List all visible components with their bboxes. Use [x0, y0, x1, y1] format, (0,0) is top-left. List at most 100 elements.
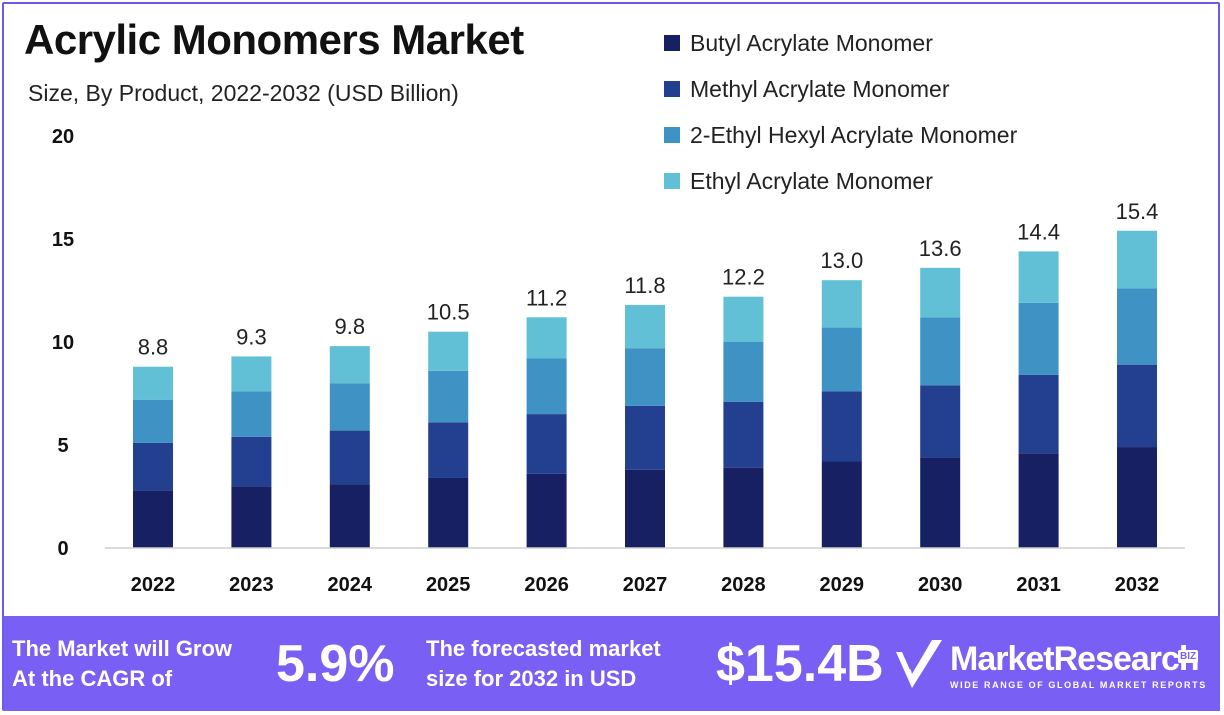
- x-tick-label-2030: 2030: [918, 574, 963, 596]
- total-label-2022: 8.8: [138, 335, 169, 360]
- bar-segment-2024-2: [329, 383, 370, 431]
- x-tick-label-2025: 2025: [426, 574, 471, 596]
- legend-swatch-methyl: [664, 81, 680, 97]
- bar-segment-2023-1: [231, 436, 272, 487]
- bar-segment-2032-1: [1117, 364, 1157, 448]
- bar-segment-2032-0: [1117, 447, 1157, 548]
- x-tick-label-2023: 2023: [229, 574, 274, 596]
- bar-segment-2031-2: [1018, 302, 1059, 375]
- bar-segment-2025-3: [428, 331, 469, 371]
- brand-tagline: WIDE RANGE OF GLOBAL MARKET REPORTS: [950, 680, 1207, 690]
- bar-chart: 0 5 10 15 20 8.8 9.3 9.8 10.5 11.2 11.8 12.2 13.0 13…: [52, 126, 1185, 596]
- y-tick-label: 15: [52, 229, 74, 251]
- bar-segment-2031-0: [1018, 453, 1059, 548]
- legend-item-ethyl: Ethyl Acrylate Monomer: [664, 158, 1114, 204]
- bar-segment-2024-1: [329, 430, 370, 485]
- bar-segment-2025-2: [428, 370, 469, 423]
- bar-segment-2029-0: [821, 461, 862, 548]
- legend-label-methyl: Methyl Acrylate Monomer: [690, 75, 950, 102]
- bar-segment-2024-0: [329, 484, 370, 548]
- bar-segment-2025-1: [428, 422, 469, 478]
- bar-segment-2026-2: [526, 358, 567, 415]
- legend-item-2-ethyl-hexyl: 2-Ethyl Hexyl Acrylate Monomer: [664, 112, 1114, 158]
- x-tick-label-2022: 2022: [131, 574, 176, 596]
- bar-segment-2029-1: [821, 391, 862, 462]
- bar-segment-2023-2: [231, 391, 272, 437]
- x-tick-label-2024: 2024: [328, 574, 373, 596]
- x-axis: 2022 2023 2024 2025 2026 2027 2028 2029 2030 2031…: [131, 574, 1160, 596]
- y-tick-label: 20: [52, 126, 74, 148]
- total-label-2027: 11.8: [624, 273, 665, 298]
- brand-suffix: BIZ: [1178, 650, 1199, 663]
- total-label-2023: 9.3: [236, 324, 267, 349]
- legend-item-methyl: Methyl Acrylate Monomer: [664, 66, 1114, 112]
- bar-segment-2028-1: [723, 401, 764, 468]
- brand-name: MarketResearch: [950, 640, 1200, 678]
- x-tick-label-2027: 2027: [623, 574, 668, 596]
- cagr-text-line2: At the CAGR of: [12, 666, 173, 691]
- chart-title: Acrylic Monomers Market: [24, 16, 524, 63]
- total-label-2028: 12.2: [722, 265, 765, 290]
- bar-segment-2029-3: [821, 280, 862, 328]
- total-label-2030: 13.6: [919, 236, 962, 261]
- bar-segment-2025-0: [428, 477, 469, 548]
- forecast-value: $15.4B: [716, 635, 884, 693]
- chart-legend: Butyl Acrylate Monomer Methyl Acrylate M…: [664, 20, 1114, 204]
- bar-segment-2027-2: [625, 348, 665, 406]
- bar-segment-2023-0: [231, 486, 272, 548]
- legend-swatch-2-ethyl-hexyl: [664, 127, 680, 143]
- legend-label-butyl: Butyl Acrylate Monomer: [690, 29, 933, 56]
- x-tick-label-2031: 2031: [1016, 574, 1061, 596]
- total-label-2026: 11.2: [526, 285, 567, 310]
- bar-segment-2032-3: [1117, 230, 1157, 289]
- bar-segment-2028-3: [723, 296, 764, 342]
- legend-item-butyl: Butyl Acrylate Monomer: [664, 20, 1114, 66]
- bar-segment-2022-0: [133, 490, 173, 548]
- bar-segment-2022-2: [133, 399, 173, 443]
- total-label-2032: 15.4: [1116, 199, 1159, 224]
- legend-swatch-butyl: [664, 35, 680, 51]
- total-labels: 8.8 9.3 9.8 10.5 11.2 11.8 12.2 13.0 13.6 14.4 15.…: [138, 199, 1159, 360]
- forecast-text-line2: size for 2032 in USD: [426, 666, 637, 691]
- bar-segment-2031-1: [1018, 374, 1059, 454]
- legend-label-2-ethyl-hexyl: 2-Ethyl Hexyl Acrylate Monomer: [690, 121, 1018, 148]
- bar-segment-2022-1: [133, 442, 173, 491]
- y-tick-label: 0: [57, 538, 68, 560]
- bar-segment-2028-2: [723, 342, 764, 402]
- total-label-2024: 9.8: [335, 314, 366, 339]
- footer-banner: The Market will Grow At the CAGR of 5.9%…: [4, 616, 1220, 711]
- checkmark-logo-icon: [896, 640, 942, 688]
- forecast-text-line1: The forecasted market: [426, 636, 661, 661]
- bar-segment-2031-3: [1018, 251, 1059, 303]
- x-tick-label-2032: 2032: [1115, 574, 1160, 596]
- y-tick-label: 5: [57, 435, 68, 457]
- total-label-2029: 13.0: [820, 248, 863, 273]
- x-tick-label-2029: 2029: [820, 574, 865, 596]
- bar-segment-2029-2: [821, 327, 862, 392]
- bar-segment-2026-3: [526, 317, 567, 359]
- bar-segment-2026-1: [526, 414, 567, 474]
- bar-segment-2027-3: [625, 304, 665, 349]
- y-axis: 0 5 10 15 20: [52, 126, 74, 560]
- legend-swatch-ethyl: [664, 173, 680, 189]
- bar-segment-2032-2: [1117, 288, 1157, 365]
- cagr-value: 5.9%: [276, 635, 395, 693]
- bar-segment-2027-0: [625, 469, 665, 548]
- bar-segment-2028-0: [723, 467, 764, 548]
- y-tick-label: 10: [52, 332, 74, 354]
- bar-segment-2022-3: [133, 366, 173, 400]
- x-tick-label-2026: 2026: [524, 574, 569, 596]
- brand-logo: MarketResearch BIZ WIDE RANGE OF GLOBAL …: [894, 636, 1214, 696]
- bar-segment-2027-1: [625, 405, 665, 470]
- bar-stacks: [133, 230, 1157, 548]
- bar-segment-2030-3: [920, 267, 961, 318]
- bar-segment-2026-0: [526, 473, 567, 548]
- cagr-text-line1: The Market will Grow: [12, 636, 233, 661]
- bar-segment-2024-3: [329, 346, 370, 384]
- total-label-2025: 10.5: [427, 300, 470, 325]
- bar-segment-2023-3: [231, 356, 272, 392]
- bar-segment-2030-0: [920, 457, 961, 548]
- total-label-2031: 14.4: [1017, 219, 1060, 244]
- x-tick-label-2028: 2028: [721, 574, 766, 596]
- chart-subtitle: Size, By Product, 2022-2032 (USD Billion…: [28, 80, 459, 106]
